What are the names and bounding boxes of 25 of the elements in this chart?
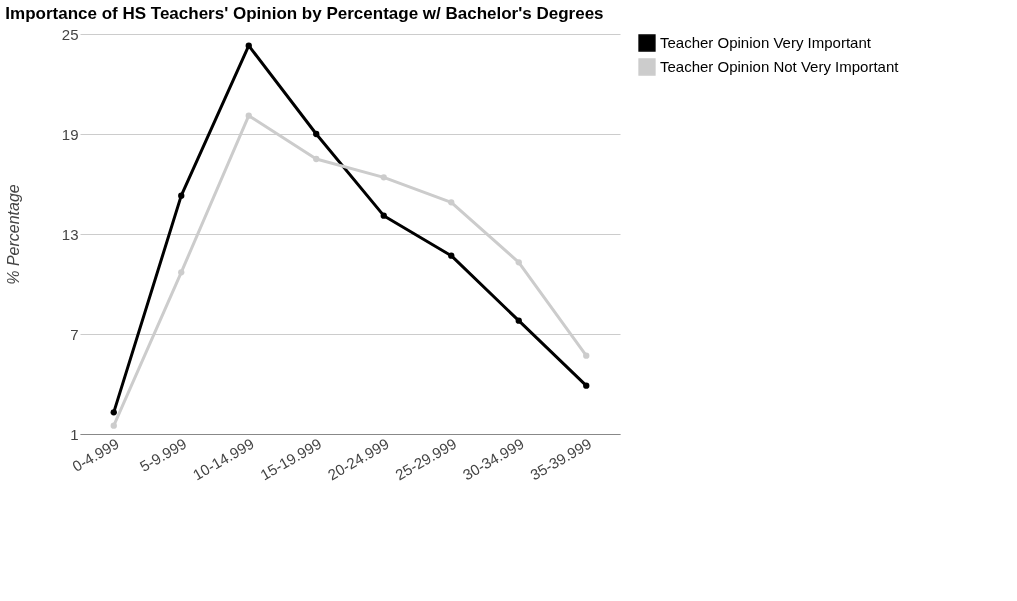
point — [380, 212, 387, 219]
point — [380, 174, 387, 181]
point — [245, 42, 252, 49]
legend-label: Teacher Opinion Very Important — [660, 34, 872, 51]
point — [583, 352, 590, 359]
point — [448, 199, 455, 206]
chart-title: Importance of HS Teachers' Opinion by Percentage w/ Bachelor's Degrees — [5, 4, 604, 23]
y-tick-label: 19 — [61, 125, 79, 143]
point — [515, 317, 522, 324]
point — [245, 112, 252, 119]
point — [313, 130, 320, 138]
point — [178, 269, 185, 276]
point — [178, 192, 185, 199]
legend-label: Teacher Opinion Not Very Important — [660, 58, 900, 75]
point — [515, 259, 522, 266]
y-tick-label: 1 — [70, 425, 79, 443]
point — [110, 409, 117, 416]
point — [110, 422, 117, 429]
y-tick-label: 13 — [61, 225, 79, 243]
y-tick-label: 25 — [61, 25, 79, 43]
y-axis-title: % Percentage — [4, 184, 22, 285]
point — [313, 155, 320, 163]
point — [583, 382, 590, 389]
y-tick-label: 7 — [70, 325, 79, 343]
point — [448, 252, 455, 259]
